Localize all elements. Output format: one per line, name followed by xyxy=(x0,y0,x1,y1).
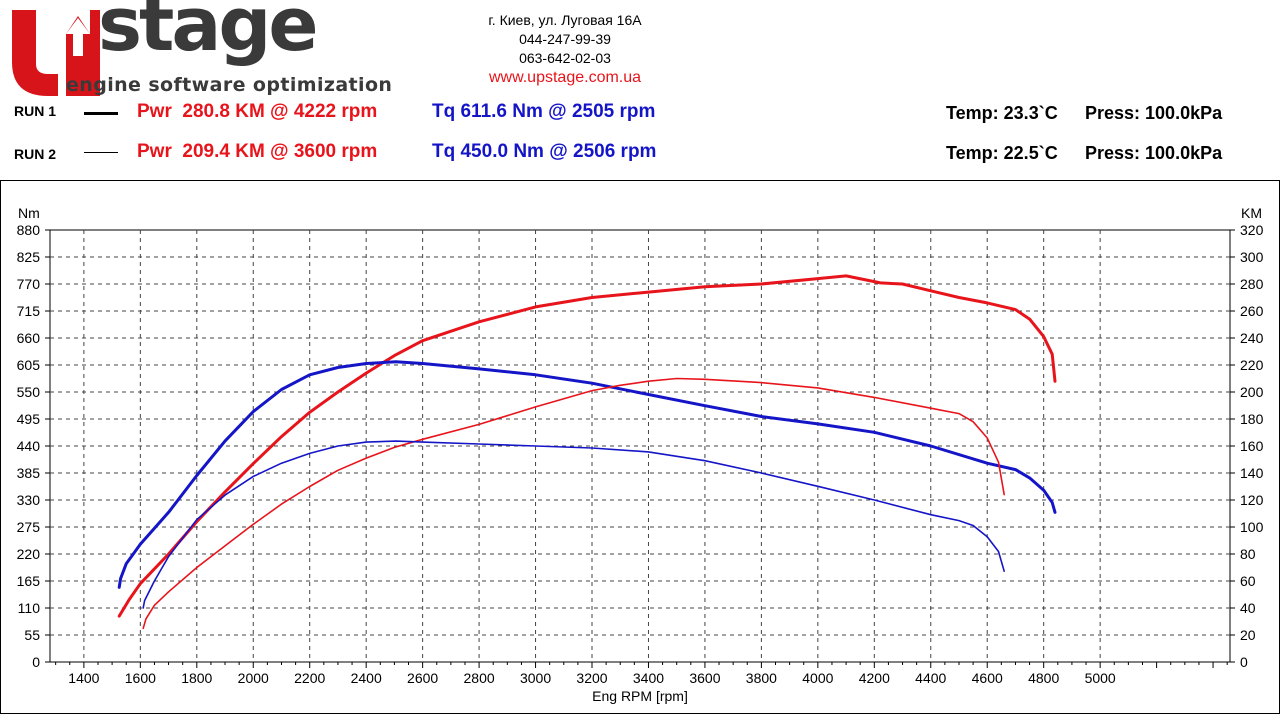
y-right-tick-label: 100 xyxy=(1240,519,1264,535)
y-left-tick-label: 550 xyxy=(17,384,41,400)
y-left-tick-label: 880 xyxy=(17,222,41,238)
y-left-tick-label: 220 xyxy=(17,546,41,562)
y-left-tick-label: 165 xyxy=(17,573,41,589)
run-2-label: RUN 2 xyxy=(14,146,57,162)
run-2-temperature: Temp: 22.5`C xyxy=(946,143,1058,163)
run-1-pressure: Press: 100.0kPa xyxy=(1085,103,1223,123)
y-left-tick-label: 275 xyxy=(17,519,41,535)
x-tick-label: 3800 xyxy=(746,670,777,686)
x-tick-label: 3200 xyxy=(576,670,607,686)
y-left-tick-label: 770 xyxy=(17,276,41,292)
run-2-power-summary: Pwr 209.4 KM @ 3600 rpm xyxy=(137,141,378,162)
y-right-tick-label: 240 xyxy=(1240,330,1264,346)
y-axis-left-label: Nm xyxy=(18,205,40,221)
x-tick-label: 4400 xyxy=(915,670,946,686)
x-tick-label: 4800 xyxy=(1028,670,1059,686)
run-1-torque-summary: Tq 611.6 Nm @ 2505 rpm xyxy=(432,101,656,122)
x-tick-label: 1400 xyxy=(68,670,99,686)
run-2-torque-summary: Tq 450.0 Nm @ 2506 rpm xyxy=(432,141,657,162)
x-tick-label: 2400 xyxy=(351,670,382,686)
x-tick-label: 3000 xyxy=(520,670,551,686)
x-tick-label: 1600 xyxy=(125,670,156,686)
run-2-line-swatch xyxy=(84,152,118,153)
y-right-tick-label: 40 xyxy=(1240,600,1256,616)
x-tick-label: 4600 xyxy=(972,670,1003,686)
contact-phone-1: 044-247-99-39 xyxy=(519,31,611,47)
y-left-tick-label: 55 xyxy=(24,627,40,643)
y-left-tick-label: 825 xyxy=(17,249,41,265)
y-left-tick-label: 330 xyxy=(17,492,41,508)
run-2-pressure: Press: 100.0kPa xyxy=(1085,143,1223,163)
x-tick-label: 2000 xyxy=(238,670,269,686)
contact-block: г. Киев, ул. Луговая 16А 044-247-99-39 0… xyxy=(440,11,690,87)
run-2-torque-curve xyxy=(142,440,1006,609)
run-1-line-swatch xyxy=(84,112,118,115)
y-right-tick-label: 260 xyxy=(1240,303,1264,319)
contact-phone-2: 063-642-02-03 xyxy=(519,50,611,66)
x-tick-label: 2800 xyxy=(464,670,495,686)
y-right-tick-label: 300 xyxy=(1240,249,1264,265)
upstage-logo: stage engine software optimization xyxy=(6,0,406,96)
y-left-tick-label: 715 xyxy=(17,303,41,319)
y-right-tick-label: 320 xyxy=(1240,222,1264,238)
y-left-tick-label: 110 xyxy=(18,600,41,616)
y-left-tick-label: 495 xyxy=(17,411,41,427)
y-right-tick-label: 160 xyxy=(1240,438,1264,454)
run-1-temperature: Temp: 23.3`C xyxy=(946,103,1058,123)
y-right-tick-label: 140 xyxy=(1240,465,1264,481)
run-1-power-summary: Pwr 280.8 KM @ 4222 rpm xyxy=(137,101,378,122)
x-axis-label: Eng RPM [rpm] xyxy=(592,688,688,704)
y-left-tick-label: 385 xyxy=(17,465,41,481)
y-left-tick-label: 0 xyxy=(32,654,40,670)
y-right-tick-label: 180 xyxy=(1240,411,1264,427)
y-right-tick-label: 200 xyxy=(1240,384,1264,400)
y-right-tick-label: 80 xyxy=(1240,546,1256,562)
y-right-tick-label: 120 xyxy=(1240,492,1264,508)
x-tick-label: 5000 xyxy=(1085,670,1116,686)
x-tick-label: 4000 xyxy=(802,670,833,686)
x-tick-label: 3600 xyxy=(689,670,720,686)
contact-website-link[interactable]: www.upstage.com.ua xyxy=(488,69,642,86)
x-tick-label: 3400 xyxy=(633,670,664,686)
y-right-tick-label: 20 xyxy=(1240,627,1256,643)
run-1-power-curve xyxy=(117,274,1057,618)
y-right-tick-label: 0 xyxy=(1240,654,1248,670)
contact-address: г. Киев, ул. Луговая 16А xyxy=(488,12,642,28)
x-tick-label: 2600 xyxy=(407,670,438,686)
run-1-label: RUN 1 xyxy=(14,103,57,119)
y-right-tick-label: 220 xyxy=(1240,357,1264,373)
y-axis-right-label: KM xyxy=(1241,205,1262,221)
run-2-power-curve xyxy=(142,377,1006,630)
y-left-tick-label: 660 xyxy=(17,330,41,346)
logo-u-arrow-mark xyxy=(12,10,100,96)
y-right-tick-label: 280 xyxy=(1240,276,1264,292)
run-1-torque-curve xyxy=(117,360,1057,589)
x-tick-label: 4200 xyxy=(859,670,890,686)
y-left-tick-label: 440 xyxy=(17,438,41,454)
logo-tagline: engine software optimization xyxy=(66,74,393,96)
y-left-tick-label: 605 xyxy=(17,357,41,373)
x-tick-label: 2200 xyxy=(294,670,325,686)
x-tick-label: 1800 xyxy=(181,670,212,686)
y-right-tick-label: 60 xyxy=(1240,573,1256,589)
logo-wordmark: stage xyxy=(98,0,319,68)
